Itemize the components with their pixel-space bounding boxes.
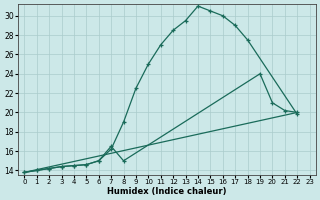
X-axis label: Humidex (Indice chaleur): Humidex (Indice chaleur) bbox=[107, 187, 227, 196]
